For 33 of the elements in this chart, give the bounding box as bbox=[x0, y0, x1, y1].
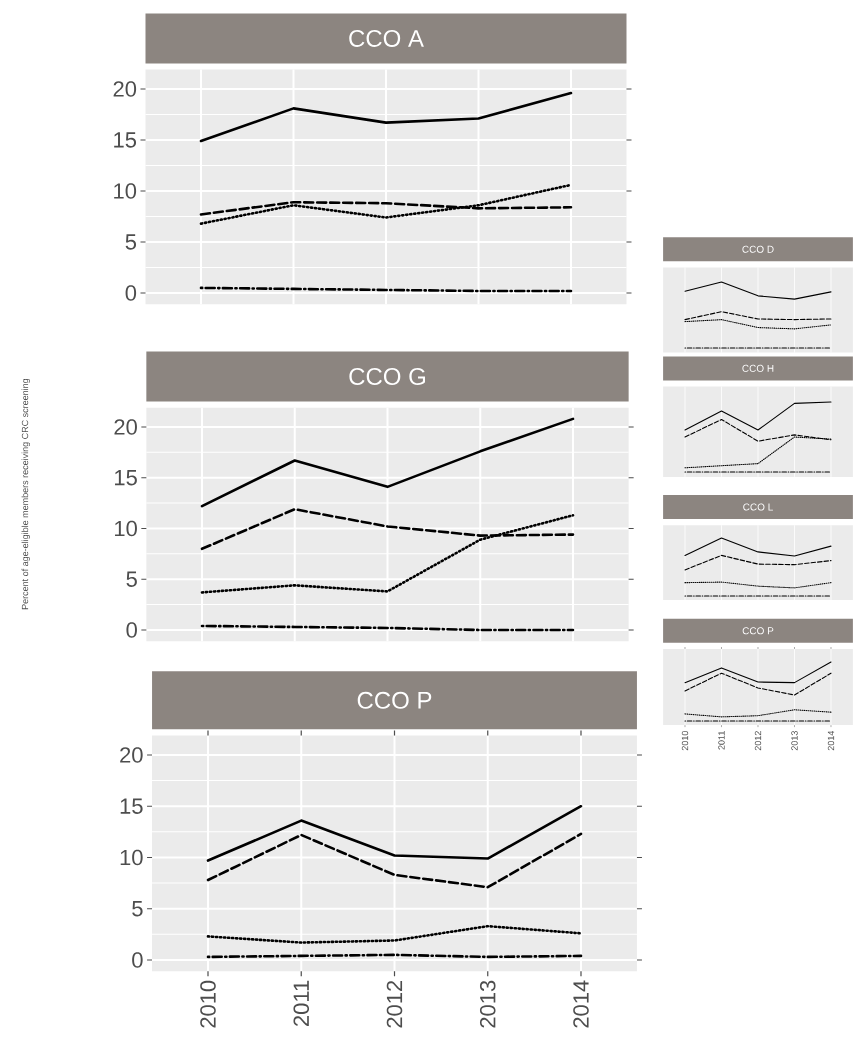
x-tick-label: 2011 bbox=[293, 980, 310, 1026]
x-tick-label: 2011 bbox=[718, 731, 725, 750]
y-tick-label: 15 bbox=[114, 132, 137, 148]
y-tick-label: 0 bbox=[132, 952, 143, 968]
chart-title: CCO P bbox=[357, 691, 432, 709]
y-tick-label: 20 bbox=[120, 747, 143, 763]
y-tick-label: 10 bbox=[120, 849, 143, 866]
y-tick-label: 15 bbox=[115, 470, 137, 486]
y-tick-label: 20 bbox=[114, 419, 137, 435]
x-tick-label: 2014 bbox=[827, 730, 835, 751]
x-tick-label: 2012 bbox=[754, 731, 762, 751]
y-tick-label: 0 bbox=[125, 285, 137, 301]
x-tick-label: 2010 bbox=[200, 980, 216, 1028]
x-tick-label: 2013 bbox=[791, 731, 798, 751]
chart-title: CCO P bbox=[742, 627, 774, 635]
x-tick-label: 2010 bbox=[681, 731, 689, 751]
chart-title: CCO G bbox=[349, 368, 426, 385]
y-tick-label: 5 bbox=[125, 234, 137, 250]
y-tick-label: 15 bbox=[120, 798, 143, 814]
y-tick-label: 0 bbox=[126, 622, 137, 638]
y-axis-title: Percent of age-eligible members receiving CRC screening bbox=[21, 378, 30, 610]
x-tick-label: 2014 bbox=[573, 980, 589, 1028]
y-tick-label: 5 bbox=[126, 571, 137, 587]
x-tick-label: 2013 bbox=[479, 980, 496, 1028]
chart-title: CCO A bbox=[349, 29, 424, 47]
y-tick-label: 5 bbox=[132, 901, 143, 917]
y-tick-label: 10 bbox=[115, 520, 137, 537]
y-tick-label: 20 bbox=[113, 81, 137, 97]
chart-title: CCO L bbox=[743, 503, 773, 511]
y-tick-label: 10 bbox=[114, 183, 137, 199]
chart-title: CCO D bbox=[742, 245, 774, 253]
x-tick-label: 2012 bbox=[386, 980, 403, 1028]
chart-title: CCO H bbox=[742, 364, 774, 372]
